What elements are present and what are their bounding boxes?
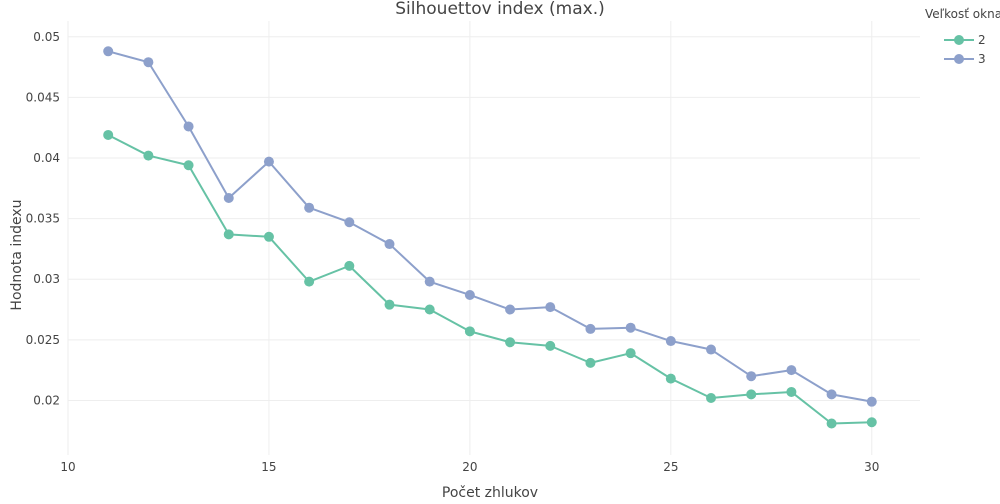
x-tick-label: 10 xyxy=(60,460,75,474)
tick-layer: 0.02 0.025 0.03 0.035 0.04 0.045 0.05 10 15 20 25 3… xyxy=(26,30,880,474)
series-2-point[interactable] xyxy=(223,229,234,240)
series-3-point[interactable] xyxy=(304,202,315,213)
series-2-point[interactable] xyxy=(384,299,395,310)
series-3-point[interactable] xyxy=(263,156,274,167)
series-2-point[interactable] xyxy=(826,418,837,429)
series-3-point[interactable] xyxy=(866,396,877,407)
y-tick-label: 0.02 xyxy=(33,393,60,407)
x-tick-label: 30 xyxy=(864,460,879,474)
series-2-point[interactable] xyxy=(103,129,114,140)
y-axis-title: Hodnota indexu xyxy=(9,199,25,310)
series-2-point[interactable] xyxy=(625,348,636,359)
x-tick-label: 15 xyxy=(261,460,276,474)
x-tick-label: 20 xyxy=(462,460,477,474)
series-3-point[interactable] xyxy=(384,239,395,250)
legend-title: Veľkosť okna xyxy=(925,7,1000,21)
y-tick-label: 0.03 xyxy=(33,272,60,286)
legend-swatch-marker xyxy=(954,35,964,45)
series-2-point[interactable] xyxy=(344,260,355,271)
series-2-point[interactable] xyxy=(866,417,877,428)
series-2-point[interactable] xyxy=(424,304,435,315)
series-3-point[interactable] xyxy=(545,302,556,313)
y-tick-label: 0.025 xyxy=(26,333,60,347)
series-2-point[interactable] xyxy=(746,389,757,400)
series-3-point[interactable] xyxy=(183,121,194,132)
legend-label: 3 xyxy=(978,52,986,66)
y-tick-label: 0.05 xyxy=(33,30,60,44)
series-2-line xyxy=(107,134,872,425)
series-3-point[interactable] xyxy=(143,57,154,68)
series-2-point[interactable] xyxy=(263,231,274,242)
series-3-point[interactable] xyxy=(585,323,596,334)
series-2 xyxy=(103,129,877,429)
series-3-point[interactable] xyxy=(826,389,837,400)
series-3-point[interactable] xyxy=(103,46,114,57)
series-2-point[interactable] xyxy=(464,326,475,337)
series-3-line xyxy=(107,50,872,403)
grid-layer xyxy=(67,21,920,455)
series-layer xyxy=(103,46,877,429)
legend-label: 2 xyxy=(978,33,986,47)
legend: Veľkosť okna 2 3 xyxy=(925,7,1000,66)
series-3-point[interactable] xyxy=(746,371,757,382)
series-2-point[interactable] xyxy=(545,340,556,351)
series-3-point[interactable] xyxy=(344,217,355,228)
chart-title: Silhouettov index (max.) xyxy=(395,0,604,19)
series-2-point[interactable] xyxy=(665,373,676,384)
series-3-point[interactable] xyxy=(464,289,475,300)
series-2-point[interactable] xyxy=(183,160,194,171)
series-3-point[interactable] xyxy=(706,344,717,355)
series-2-point[interactable] xyxy=(706,393,717,404)
x-axis-title: Počet zhlukov xyxy=(442,485,538,500)
series-2-point[interactable] xyxy=(585,357,596,368)
series-3-point[interactable] xyxy=(665,336,676,347)
legend-swatch-marker xyxy=(954,54,964,64)
series-3-point[interactable] xyxy=(625,322,636,333)
series-3 xyxy=(103,46,877,407)
legend-item-3[interactable]: 3 xyxy=(944,52,986,66)
series-2-point[interactable] xyxy=(304,276,315,287)
y-tick-label: 0.035 xyxy=(26,212,60,226)
y-tick-label: 0.045 xyxy=(26,90,60,104)
series-3-point[interactable] xyxy=(223,192,234,203)
series-2-point[interactable] xyxy=(143,150,154,161)
series-3-point[interactable] xyxy=(505,304,516,315)
series-2-point[interactable] xyxy=(505,337,516,348)
y-tick-label: 0.04 xyxy=(33,151,60,165)
series-2-point[interactable] xyxy=(786,386,797,397)
series-3-point[interactable] xyxy=(786,365,797,376)
x-tick-label: 25 xyxy=(663,460,678,474)
series-3-point[interactable] xyxy=(424,276,435,287)
legend-item-2[interactable]: 2 xyxy=(944,33,986,47)
